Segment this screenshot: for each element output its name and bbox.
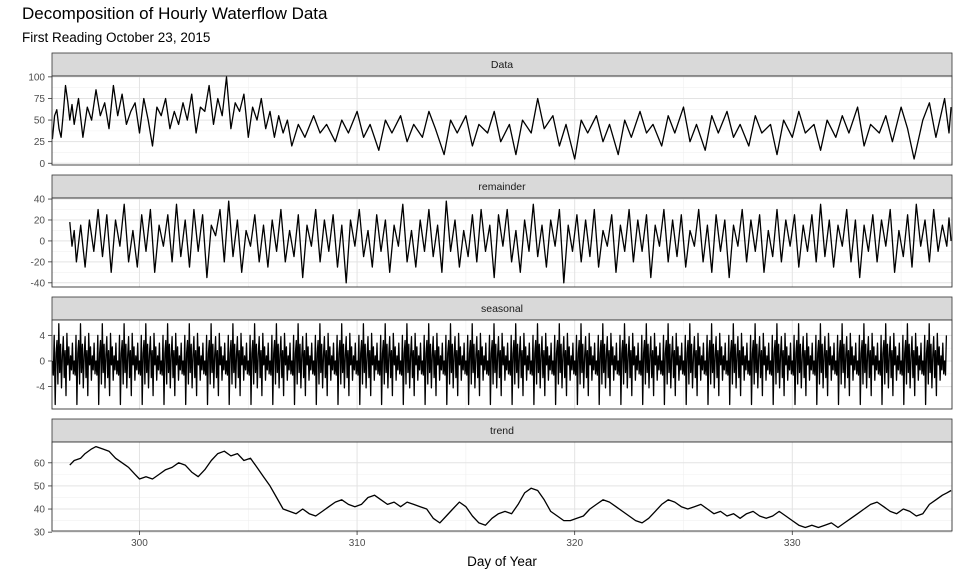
x-tick-label: 330 — [784, 538, 801, 549]
y-tick-label: 25 — [34, 137, 46, 148]
y-tick-label: 40 — [34, 195, 46, 206]
panel-border-trend — [51, 441, 953, 532]
panel-border-remainder — [51, 197, 953, 288]
panel-border-seasonal — [51, 319, 953, 410]
y-tick-label: -4 — [36, 382, 45, 393]
y-tick-label: 75 — [34, 94, 46, 105]
chart-subtitle: First Reading October 23, 2015 — [22, 30, 211, 45]
panel-strip-label-trend: trend — [490, 425, 514, 437]
series-line-remainder — [69, 200, 952, 284]
series-line-seasonal — [51, 323, 948, 406]
y-tick-label: 4 — [39, 331, 45, 342]
y-tick-label: 0 — [39, 159, 45, 170]
y-tick-label: 100 — [28, 72, 45, 83]
panel-background-trend — [52, 442, 952, 531]
y-tick-label: 20 — [34, 215, 46, 226]
y-tick-label: -20 — [31, 257, 46, 268]
panel-border-Data — [51, 75, 953, 166]
y-tick-label: 40 — [34, 505, 46, 516]
y-tick-label: 30 — [34, 528, 46, 539]
panel-strip-label-Data: Data — [491, 59, 513, 71]
series-line-Data — [51, 76, 952, 160]
x-tick-label: 320 — [566, 538, 583, 549]
x-axis-label: Day of Year — [467, 554, 537, 569]
x-tick-label: 310 — [349, 538, 366, 549]
y-tick-label: 0 — [39, 236, 45, 247]
x-tick-label: 300 — [131, 538, 148, 549]
y-tick-label: -40 — [31, 278, 46, 289]
y-tick-label: 60 — [34, 458, 46, 469]
panel-strip-label-remainder: remainder — [478, 181, 526, 193]
chart-title: Decomposition of Hourly Waterflow Data — [22, 4, 328, 23]
series-line-trend — [69, 445, 952, 529]
y-tick-label: 50 — [34, 481, 46, 492]
y-tick-label: 50 — [34, 116, 46, 127]
panel-strip-label-seasonal: seasonal — [481, 303, 523, 315]
y-tick-label: 0 — [39, 356, 45, 367]
